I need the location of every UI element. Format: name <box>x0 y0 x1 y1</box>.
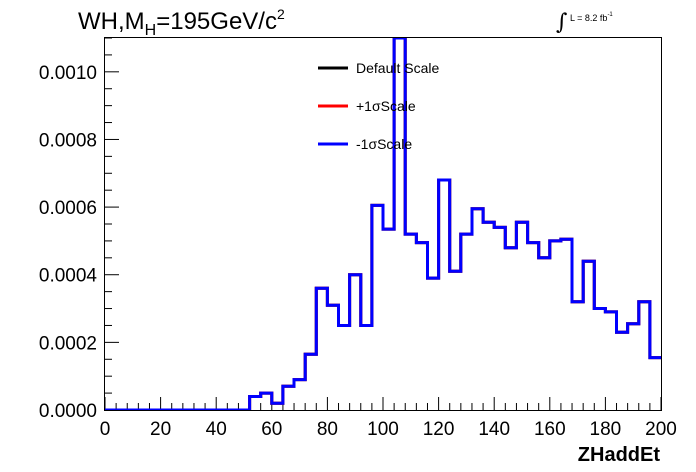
x-tick-label: 140 <box>478 419 510 440</box>
x-tick-label: 120 <box>423 419 455 440</box>
legend-entry: -1σScale <box>356 136 412 152</box>
title-subscript: H <box>144 22 157 39</box>
x-tick-label: 100 <box>367 419 399 440</box>
x-axis-label: ZHaddEt <box>578 444 661 466</box>
title-rest: =195GeV/c <box>156 8 277 35</box>
y-axis: 0.0000 0.0002 0.0004 0.0006 0.0008 0.0010 <box>39 37 119 422</box>
x-tick-label: 0 <box>100 419 111 440</box>
x-tick-label: 180 <box>590 419 622 440</box>
series-group <box>105 38 661 410</box>
x-axis: 0 20 40 60 80 100 120 140 160 180 200 <box>100 397 677 440</box>
y-tick-label: 0.0000 <box>39 401 97 422</box>
y-tick-label: 0.0010 <box>39 63 97 84</box>
title-superscript: 2 <box>276 6 285 22</box>
lumi-text: L = 8.2 fb <box>569 13 608 23</box>
integral-symbol: ∫ <box>556 10 568 35</box>
y-tick-label: 0.0002 <box>39 333 97 354</box>
x-tick-label: 160 <box>534 419 566 440</box>
legend-entry: +1σScale <box>356 98 416 114</box>
plot-frame <box>104 37 662 411</box>
x-tick-label: 80 <box>317 419 338 440</box>
y-tick-label: 0.0004 <box>39 266 98 287</box>
y-tick-label: 0.0006 <box>39 198 97 219</box>
legend-entry: Default Scale <box>356 60 439 76</box>
legend: Default Scale +1σScale -1σScale <box>318 60 439 152</box>
x-tick-label: 200 <box>645 419 677 440</box>
chart-title: WH,MH=195GeV/c2 <box>78 6 285 40</box>
y-tick-label: 0.0008 <box>39 130 97 151</box>
luminosity-label: ∫ L = 8.2 fb-1 <box>556 10 613 35</box>
lumi-superscript: -1 <box>607 12 613 18</box>
title-main: WH,M <box>78 8 145 35</box>
x-tick-label: 20 <box>150 419 171 440</box>
x-tick-label: 40 <box>206 419 227 440</box>
x-tick-label: 60 <box>261 419 282 440</box>
series-line-2 <box>105 38 661 410</box>
